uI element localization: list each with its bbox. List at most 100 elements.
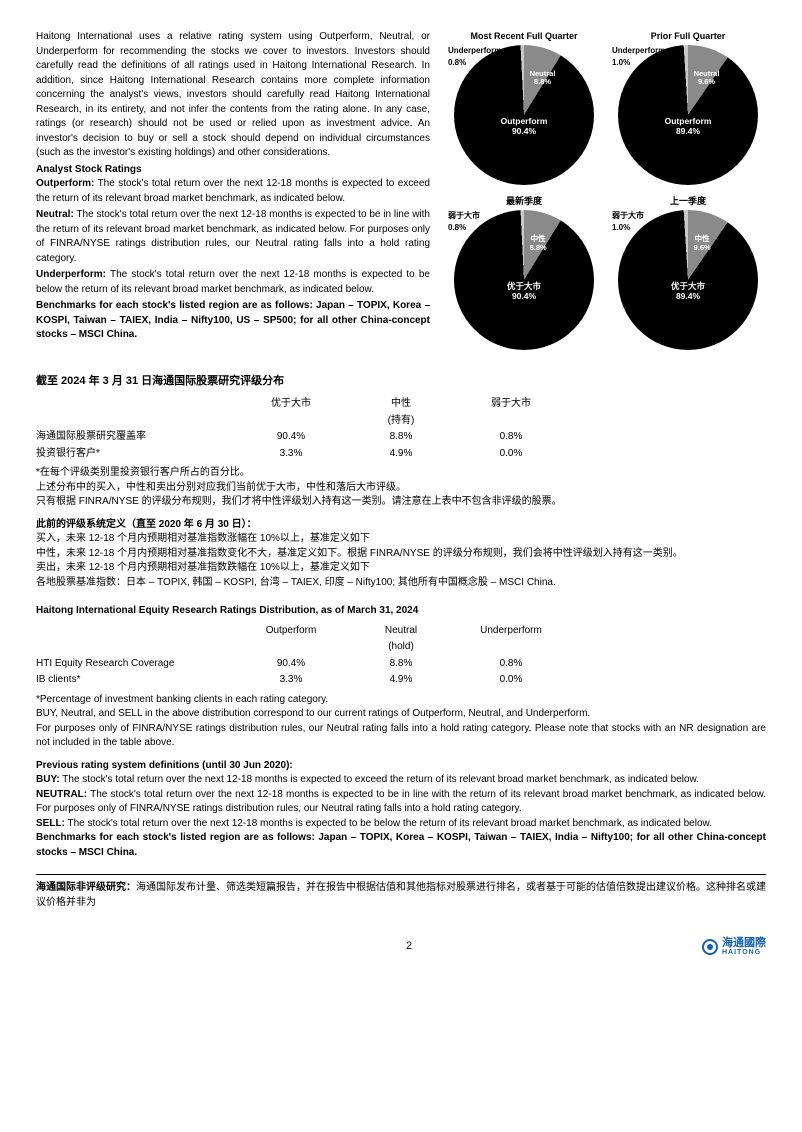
left-text-column: Haitong International uses a relative ra… [36, 30, 430, 360]
chart-title: 最新季度 [446, 195, 602, 208]
chart-title: Prior Full Quarter [610, 30, 766, 43]
table-header-row: 优于大市 中性 弱于大市 [36, 396, 566, 413]
col-outperform: Outperform [236, 623, 346, 640]
neutral-label: NEUTRAL: [36, 789, 87, 800]
pie-chart-prior-en: Prior Full Quarter Underperform1.0% Neut… [610, 30, 766, 185]
underperform-callout: 弱于大市0.8% [448, 210, 480, 233]
outperform-callout: 优于大市90.4% [507, 281, 541, 301]
cn-note: *在每个评级类别里投资银行客户所占的百分比。 [36, 466, 766, 481]
pie-wrap: 弱于大市1.0% 中性9.6% 优于大市89.4% [618, 210, 758, 350]
outperform-callout: 优于大市89.4% [671, 281, 705, 301]
charts-row-2: 最新季度 弱于大市0.8% 中性8.8% 优于大市90.4% 上一季度 弱于大市… [446, 195, 766, 350]
en-note: For purposes only of FINRA/NYSE ratings … [36, 722, 766, 751]
outperform-callout: Outperform89.4% [665, 116, 712, 136]
en-benchmarks: Benchmarks for each stock's listed regio… [36, 831, 766, 860]
en-prev-title: Previous rating system definitions (unti… [36, 759, 766, 774]
en-sell-def: SELL: The stock's total return over the … [36, 817, 766, 832]
neutral-callout: Neutral9.6% [694, 70, 720, 87]
chart-title: 上一季度 [610, 195, 766, 208]
neutral-text: The stock's total return over the next 1… [36, 209, 430, 264]
outperform-text: The stock's total return over the next 1… [36, 178, 430, 204]
cn-prev-def: 中性，未来 12-18 个月内预期相对基准指数变化不大，基准定义如下。根据 FI… [36, 547, 766, 562]
table-header-sub: (持有) [36, 413, 566, 430]
cell: 3.3% [236, 672, 346, 689]
table-header-row: Outperform Neutral Underperform [36, 623, 566, 640]
en-neutral-def: NEUTRAL: The stock's total return over t… [36, 788, 766, 817]
neutral-def: Neutral: The stock's total return over t… [36, 208, 430, 266]
pie-wrap: Underperform1.0% Neutral9.6% Outperform8… [618, 45, 758, 185]
analyst-ratings-heading: Analyst Stock Ratings [36, 163, 430, 178]
cell: 8.8% [346, 429, 456, 446]
cell: 3.3% [236, 446, 346, 463]
logo-text: 海通國際 [722, 938, 766, 949]
col-neutral: Neutral [346, 623, 456, 640]
hold-sublabel: (持有) [346, 413, 456, 430]
cn-ratings-title: 截至 2024 年 3 月 31 日海通国际股票研究评级分布 [36, 374, 766, 390]
pie-wrap: Underperform0.8% Neutral8.8% Outperform9… [454, 45, 594, 185]
neutral-callout: 中性9.6% [694, 235, 711, 252]
cell: 4.9% [346, 446, 456, 463]
pie-wrap: 弱于大市0.8% 中性8.8% 优于大市90.4% [454, 210, 594, 350]
logo-icon [702, 939, 718, 955]
row-label: IB clients* [36, 672, 236, 689]
neutral-callout: 中性8.8% [530, 235, 547, 252]
charts-row-1: Most Recent Full Quarter Underperform0.8… [446, 30, 766, 185]
cell: 0.0% [456, 672, 566, 689]
table-row: IB clients* 3.3% 4.9% 0.0% [36, 672, 566, 689]
cn-ratings-table: 优于大市 中性 弱于大市 (持有) 海通国际股票研究覆盖率 90.4% 8.8%… [36, 396, 566, 462]
underperform-label: Underperform: [36, 269, 106, 280]
row-label: HTI Equity Research Coverage [36, 656, 236, 673]
pie-chart-recent-cn: 最新季度 弱于大市0.8% 中性8.8% 优于大市90.4% [446, 195, 602, 350]
en-ratings-table: Outperform Neutral Underperform (hold) H… [36, 623, 566, 689]
cn-note: 上述分布中的买入，中性和卖出分别对应我们当前优于大市，中性和落后大市评级。 [36, 481, 766, 496]
cell: 90.4% [236, 656, 346, 673]
cell: 90.4% [236, 429, 346, 446]
divider [36, 874, 766, 875]
outperform-callout: Outperform90.4% [501, 116, 548, 136]
haitong-logo: 海通國際 HAITONG [702, 938, 766, 956]
cell: 0.8% [456, 429, 566, 446]
cn-prev-def: 买入，未来 12-18 个月内预期相对基准指数涨幅在 10%以上，基准定义如下 [36, 532, 766, 547]
en-note: *Percentage of investment banking client… [36, 693, 766, 708]
en-note: BUY, Neutral, and SELL in the above dist… [36, 707, 766, 722]
table-row: 投资银行客户* 3.3% 4.9% 0.0% [36, 446, 566, 463]
pie-chart-recent-en: Most Recent Full Quarter Underperform0.8… [446, 30, 602, 185]
buy-label: BUY: [36, 774, 60, 785]
col-neutral: 中性 [346, 396, 456, 413]
hold-sublabel: (hold) [346, 639, 456, 656]
benchmarks-text: Benchmarks for each stock's listed regio… [36, 299, 430, 343]
top-section: Haitong International uses a relative ra… [36, 30, 766, 360]
underperform-def: Underperform: The stock's total return o… [36, 268, 430, 297]
cell: 4.9% [346, 672, 456, 689]
page-number: 2 [116, 939, 702, 955]
outperform-def: Outperform: The stock's total return ove… [36, 177, 430, 206]
col-outperform: 优于大市 [236, 396, 346, 413]
underperform-callout: 弱于大市1.0% [612, 210, 644, 233]
cell: 8.8% [346, 656, 456, 673]
table-row: HTI Equity Research Coverage 90.4% 8.8% … [36, 656, 566, 673]
quant-text: 海通国际发布计量、筛选类短篇报告，并在报告中根据估值和其他指标对股票进行排名，或… [36, 882, 766, 908]
underperform-callout: Underperform0.8% [448, 45, 501, 68]
table-row: 海通国际股票研究覆盖率 90.4% 8.8% 0.8% [36, 429, 566, 446]
intro-paragraph: Haitong International uses a relative ra… [36, 30, 430, 161]
quant-paragraph: 海通国际非评级研究：海通国际发布计量、筛选类短篇报告，并在报告中根据估值和其他指… [36, 881, 766, 910]
pie-chart-prior-cn: 上一季度 弱于大市1.0% 中性9.6% 优于大市89.4% [610, 195, 766, 350]
sell-label: SELL: [36, 818, 65, 829]
outperform-label: Outperform: [36, 178, 94, 189]
logo-subtext: HAITONG [722, 949, 766, 956]
neutral-label: Neutral: [36, 209, 74, 220]
table-header-sub: (hold) [36, 639, 566, 656]
neutral-callout: Neutral8.8% [530, 70, 556, 87]
cn-note: 只有根据 FINRA/NYSE 的评级分布规则，我们才将中性评级划入持有这一类别… [36, 495, 766, 510]
underperform-callout: Underperform1.0% [612, 45, 665, 68]
charts-column: Most Recent Full Quarter Underperform0.8… [446, 30, 766, 360]
en-ratings-title: Haitong International Equity Research Ra… [36, 604, 766, 619]
cn-prev-def: 卖出，未来 12-18 个月内预期相对基准指数跌幅在 10%以上，基准定义如下 [36, 561, 766, 576]
page-footer: 2 海通國際 HAITONG [36, 938, 766, 956]
quant-label: 海通国际非评级研究： [36, 882, 136, 893]
cn-prev-title: 此前的评级系统定义（直至 2020 年 6 月 30 日）： [36, 518, 766, 533]
en-buy-def: BUY: The stock's total return over the n… [36, 773, 766, 788]
cn-prev-def: 各地股票基准指数：日本 – TOPIX, 韩国 – KOSPI, 台湾 – TA… [36, 576, 766, 591]
row-label: 投资银行客户* [36, 446, 236, 463]
col-underperform: Underperform [456, 623, 566, 640]
